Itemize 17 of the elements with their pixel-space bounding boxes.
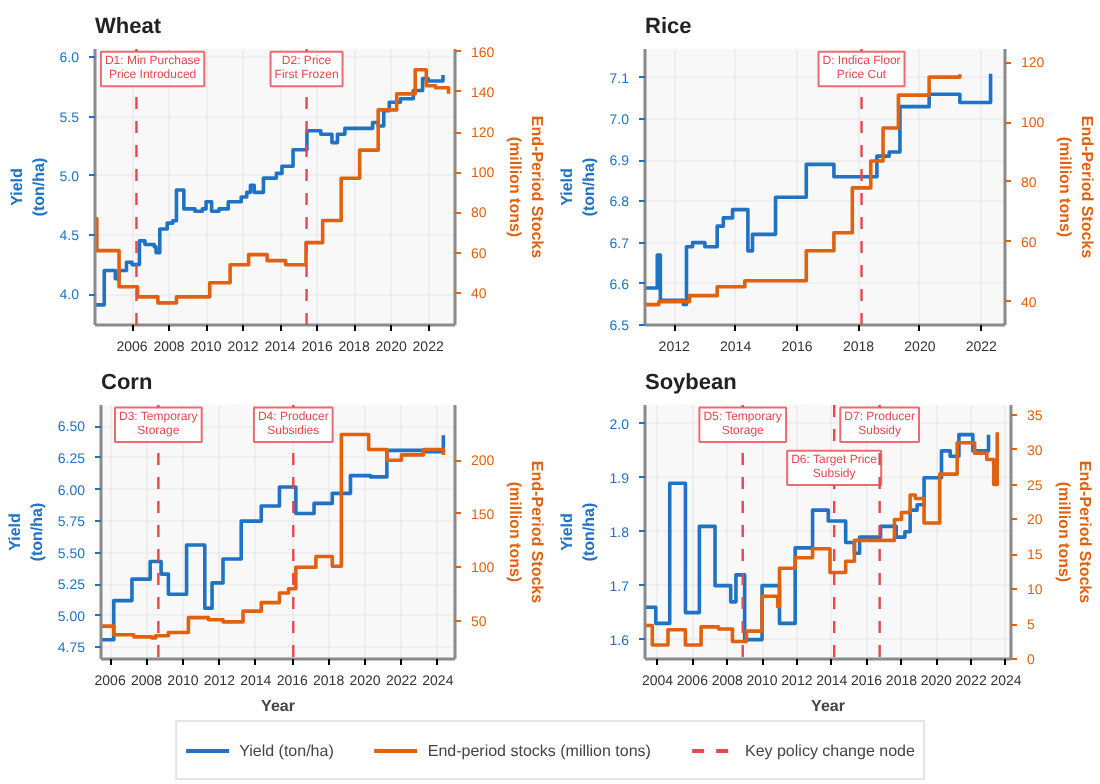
chart-title: Rice — [645, 15, 692, 39]
chart-title: Soybean — [645, 371, 738, 395]
y2-axis-title: End-Period Stocks (million tons) — [506, 460, 546, 605]
chart-title: Wheat — [95, 15, 162, 39]
y2-axis-title: End-Period Stocks (million tons) — [1054, 460, 1095, 605]
y-axis-title: Yield (ton/ha) — [7, 157, 48, 217]
y2-axis-title: End-Period Stocks (million tons) — [506, 115, 546, 260]
x-axis-title: Year — [261, 697, 295, 715]
text: Key policy change node — [744, 741, 915, 759]
x-axis-title: Year — [811, 697, 845, 715]
chart-title: Corn — [101, 371, 153, 395]
y2-axis-title: End-Period Stocks (million tons) — [1056, 115, 1096, 260]
y-axis-title: Yield (ton/ha) — [557, 502, 598, 562]
y-axis-title: Yield (ton/ha) — [557, 157, 598, 217]
legend-label: Yield (ton/ha) — [239, 741, 334, 759]
legend-label: End-period stocks (million tons) — [427, 741, 651, 759]
y-axis-title: Yield (ton/ha) — [6, 502, 46, 562]
